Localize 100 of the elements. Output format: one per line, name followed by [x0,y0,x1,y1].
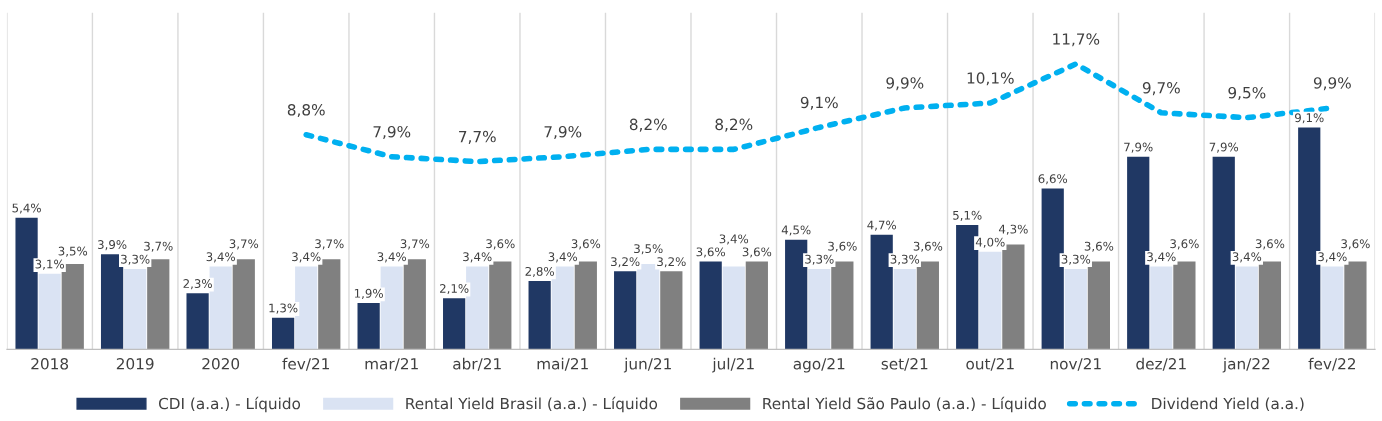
legend-label: Rental Yield Brasil (a.a.) - Líquido [406,396,658,413]
legend-label: Rental Yield São Paulo (a.a.) - Líquido [763,396,1046,413]
data-label: 3,5% [58,246,88,257]
bar [1321,266,1344,350]
data-label: 3,3% [121,254,150,265]
data-label: 6,6% [1038,174,1068,185]
bar [1344,261,1367,350]
bar [1150,266,1173,350]
bar [1258,261,1282,350]
data-label: 7,9% [1209,142,1239,153]
data-label: 10,1% [967,72,1014,86]
data-label: 3,4% [1232,252,1262,263]
x-tick-label: 2020 [202,358,240,370]
x-tick-label: set/21 [881,358,928,371]
x-tick-label: mar/21 [365,358,418,371]
bar [574,261,597,350]
legend-label: CDI (a.a.) - Líquido [158,396,301,413]
data-label: 3,4% [1147,252,1176,263]
data-label: 3,6% [571,239,601,250]
data-label: 11,7% [1053,33,1100,47]
data-label: 9,1% [800,96,838,110]
data-label: 5,1% [953,210,982,221]
bar [1173,261,1196,350]
bar [979,251,1002,350]
data-label: 2,1% [440,283,469,295]
bar [186,293,209,350]
data-label: 3,4% [548,252,578,263]
x-tick-label: nov/21 [1050,358,1101,371]
data-label: 3,7% [315,239,344,250]
x-tick-label: fev/22 [1308,357,1356,371]
data-label: 3,7% [144,241,173,252]
data-label: 8,2% [629,118,667,132]
data-label: 3,2% [657,257,686,268]
data-label: 3,6% [742,247,772,258]
bar [893,268,916,350]
bar [443,298,466,350]
bar [1064,268,1087,350]
data-label: 3,6% [1341,239,1370,250]
data-label: 7,9% [373,125,411,140]
data-label: 4,5% [781,225,811,236]
data-label: 3,4% [1318,252,1347,263]
data-label: 9,1% [1294,113,1324,124]
data-label: 7,9% [1124,142,1153,153]
data-label: 9,9% [886,77,924,91]
bar [357,303,380,350]
data-label: 3,4% [377,252,407,263]
bar [745,261,768,350]
data-label: 8,8% [287,103,325,118]
data-label: 3,6% [1170,239,1199,250]
bar [808,268,831,350]
data-label: 4,3% [998,224,1028,235]
data-label: 3,6% [1084,241,1114,252]
x-tick-label: dez/21 [1136,357,1186,371]
data-label: 5,4% [12,203,41,214]
bar [124,268,147,350]
data-label: 3,6% [828,241,857,252]
data-label: 2,8% [525,266,554,278]
bar [38,273,61,350]
bar [614,271,637,350]
data-label: 4,7% [867,220,897,231]
data-label: 4,0% [975,237,1005,248]
data-label: 2,3% [183,279,212,290]
x-tick-label: jul/21 [712,357,754,373]
data-label: 3,3% [805,254,834,265]
data-label: 3,5% [634,244,663,255]
legend-label: Dividend Yield (a.a.) [1152,397,1304,412]
x-tick-label: 2019 [116,358,154,370]
data-label: 3,2% [611,257,640,268]
data-label: 3,3% [1061,254,1091,265]
bar [699,261,722,350]
data-label: 3,7% [229,239,259,250]
x-tick-label: fev/21 [282,357,329,371]
data-label: 8,2% [715,118,753,132]
x-tick-label: ago/21 [793,358,845,373]
bar [489,261,512,350]
data-label: 9,5% [1228,86,1266,101]
data-label: 3,6% [696,247,726,258]
data-label: 3,4% [463,252,492,263]
bar [660,271,683,350]
bar [722,266,745,350]
data-label: 3,4% [206,252,236,263]
x-tick-label: out/21 [966,358,1014,371]
bar [271,317,295,350]
x-tick-label: jun/21 [623,357,671,373]
x-tick-label: abr/21 [453,357,501,371]
data-label: 9,9% [1313,77,1351,91]
data-label: 3,7% [400,239,430,250]
x-tick-label: 2018 [31,358,69,370]
data-label: 7,7% [459,130,496,144]
data-label: 3,1% [35,259,65,270]
data-label: 1,3% [269,303,298,314]
data-label: 3,6% [486,239,515,250]
data-label: 9,7% [1142,82,1180,96]
data-label: 3,9% [97,240,127,251]
x-tick-label: mai/21 [537,357,588,371]
x-tick-label: jan/22 [1222,357,1270,373]
bar [528,281,551,350]
bar [1235,266,1258,350]
data-label: 7,9% [544,125,582,140]
data-label: 1,9% [354,288,383,299]
